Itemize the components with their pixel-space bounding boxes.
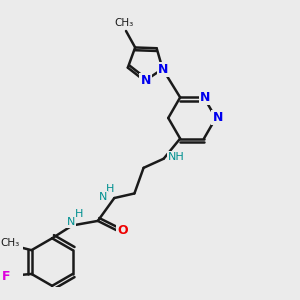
Text: H: H	[75, 209, 84, 220]
Text: N: N	[67, 217, 76, 227]
Text: N: N	[99, 192, 107, 202]
Text: CH₃: CH₃	[0, 238, 19, 248]
Text: F: F	[2, 270, 10, 283]
Text: N: N	[212, 112, 223, 124]
Text: N: N	[158, 63, 169, 76]
Text: O: O	[117, 224, 128, 238]
Text: N: N	[140, 74, 151, 86]
Text: H: H	[106, 184, 114, 194]
Text: NH: NH	[168, 152, 185, 162]
Text: N: N	[200, 91, 210, 104]
Text: CH₃: CH₃	[115, 18, 134, 28]
